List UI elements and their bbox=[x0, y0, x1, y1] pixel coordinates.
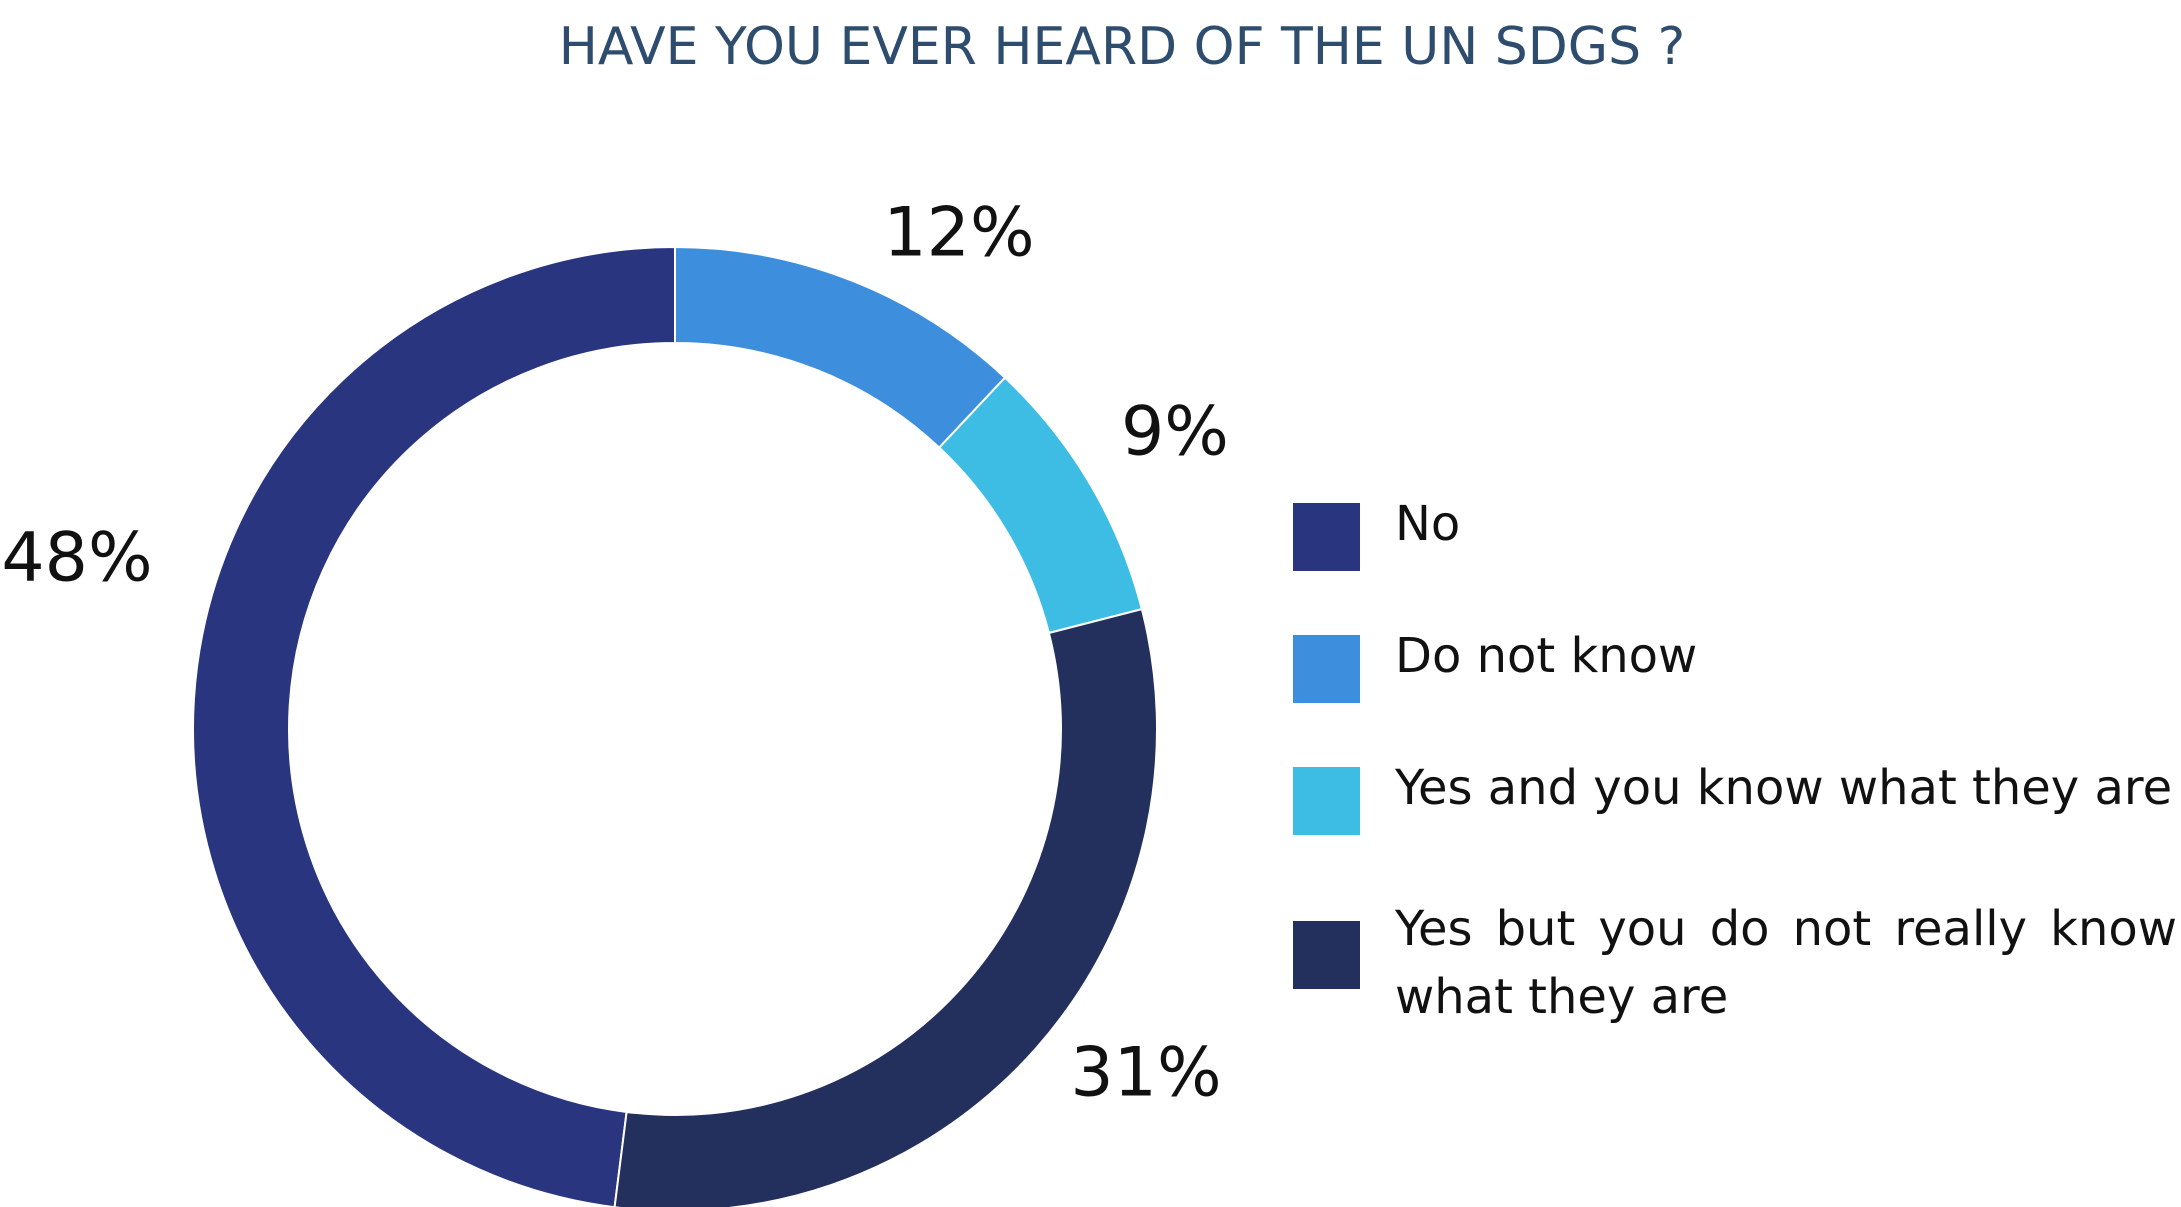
legend-label-box: Yes but you do not really know what they… bbox=[1395, 901, 2177, 1025]
chart-title: HAVE YOU EVER HEARD OF THE UN SDGS ? bbox=[559, 17, 1686, 77]
legend-label: Do not know bbox=[1395, 628, 1697, 684]
value-label: 31% bbox=[1070, 1034, 1221, 1113]
value-label: 12% bbox=[883, 194, 1034, 273]
legend-swatch bbox=[1293, 635, 1360, 703]
donut-segment bbox=[192, 245, 676, 1207]
donut-segment bbox=[674, 245, 1007, 450]
donut-segment bbox=[937, 376, 1144, 635]
legend-swatch bbox=[1293, 503, 1360, 571]
value-label: 48% bbox=[1, 519, 152, 598]
legend-swatch bbox=[1293, 767, 1360, 835]
donut-segment bbox=[613, 607, 1158, 1207]
legend-label: Yes but you do not really know what they… bbox=[1395, 901, 2177, 1025]
legend-label: No bbox=[1395, 496, 1460, 552]
legend-swatch bbox=[1293, 921, 1360, 989]
value-label: 9% bbox=[1121, 393, 1229, 472]
legend-label: Yes and you know what they are bbox=[1394, 760, 2172, 816]
